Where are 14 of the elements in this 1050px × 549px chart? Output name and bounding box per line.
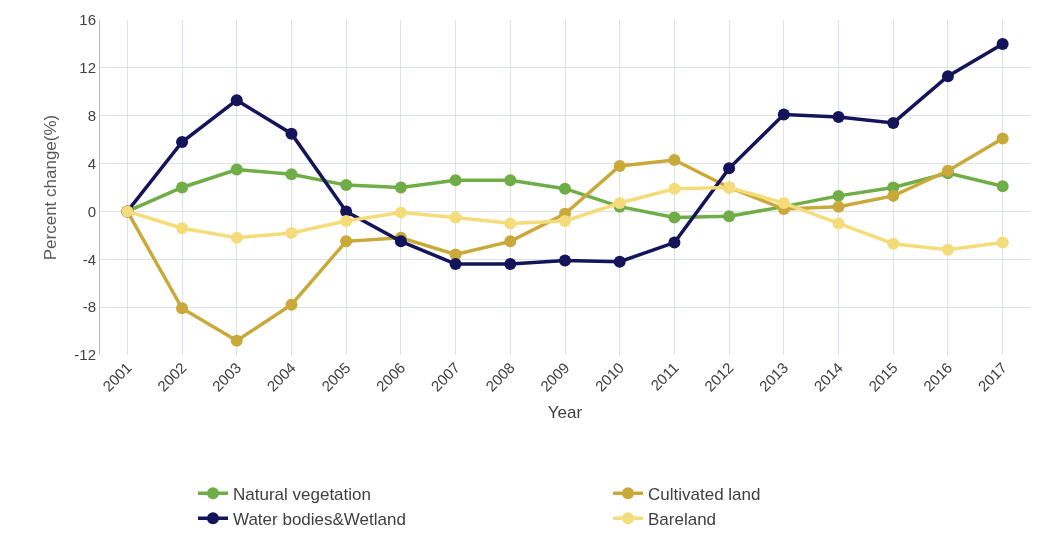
x-axis-title: Year xyxy=(547,402,583,422)
legend-label: Natural vegetation xyxy=(233,484,371,504)
legend-label: Cultivated land xyxy=(648,484,761,504)
y-tick-label: 8 xyxy=(87,106,96,124)
y-tick-label: 0 xyxy=(87,202,96,220)
legend-label: Water bodies&Wetland xyxy=(233,509,406,529)
y-tick-label: 12 xyxy=(79,59,96,77)
y-tick-label: 4 xyxy=(87,154,96,172)
y-tick-label: -12 xyxy=(74,346,96,364)
y-tick-label: -4 xyxy=(82,250,96,268)
legend-label: Bareland xyxy=(648,509,717,529)
y-tick-label: -8 xyxy=(82,298,96,316)
y-axis-title: Percent change(%) xyxy=(41,114,60,261)
y-tick-label: 16 xyxy=(79,11,96,29)
